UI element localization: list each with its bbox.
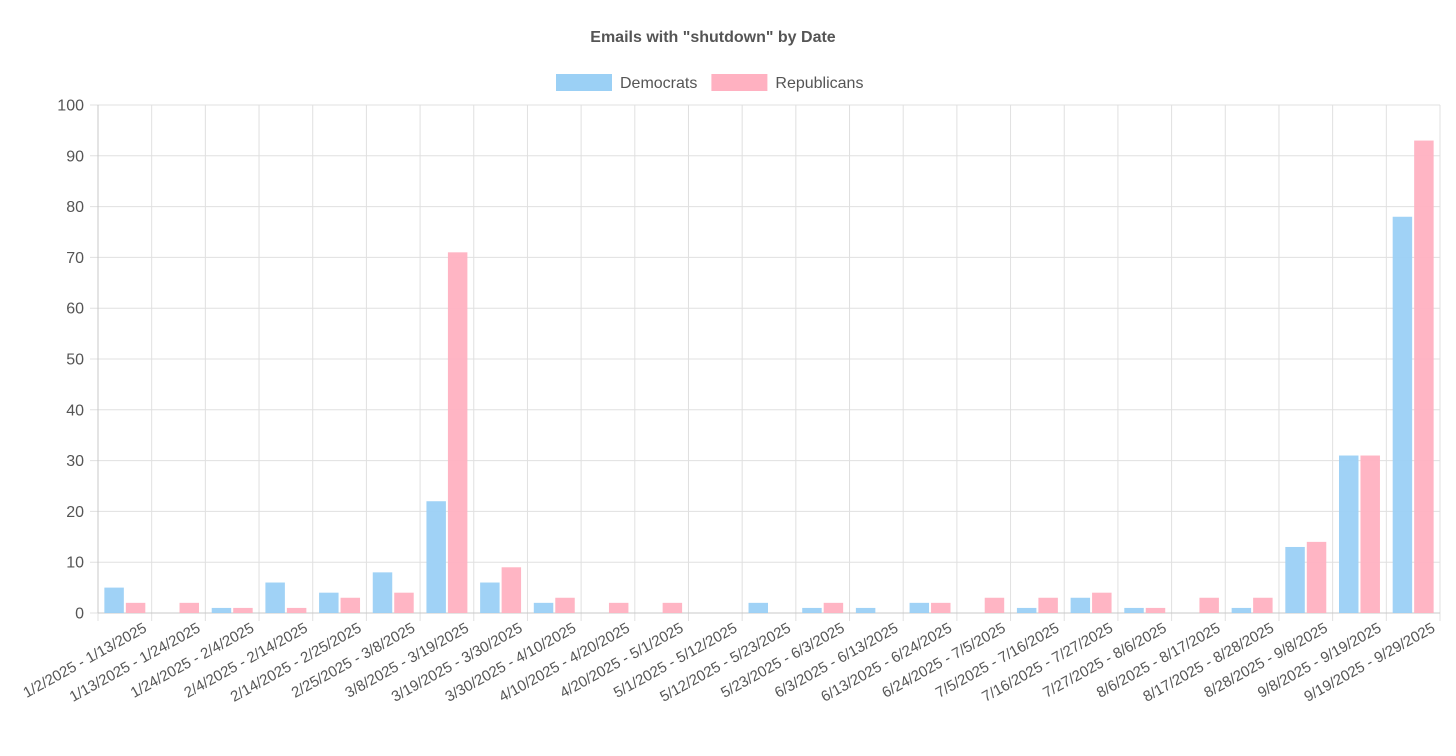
bar-democrats (426, 501, 446, 613)
bar-democrats (533, 602, 554, 613)
y-tick-label: 60 (66, 301, 84, 318)
bar-democrats (909, 602, 930, 613)
legend: Democrats Republicans (556, 74, 863, 92)
y-tick-label: 80 (66, 199, 84, 216)
bar-republicans (1145, 607, 1166, 613)
bar-democrats (1392, 216, 1413, 613)
bar-democrats (480, 582, 500, 613)
bar-republicans (1199, 597, 1219, 613)
legend-swatch-democrats (556, 74, 612, 91)
y-tick-label: 100 (57, 98, 84, 115)
legend-swatch-republicans (711, 74, 768, 91)
bar-republicans (447, 252, 468, 613)
y-tick-label: 40 (66, 402, 84, 419)
y-axis: 0 10 20 30 40 50 60 70 80 90 100 (57, 98, 1440, 623)
y-tick-label: 0 (75, 606, 84, 623)
bar-democrats (802, 607, 822, 613)
y-tick-label: 30 (66, 453, 84, 470)
bar-democrats (372, 572, 393, 613)
y-tick-label: 50 (66, 352, 84, 369)
y-tick-label: 90 (66, 148, 84, 165)
bar-republicans (823, 602, 844, 613)
bar-republicans (233, 607, 253, 613)
series-democrats (104, 216, 1413, 613)
bar-republicans (1092, 592, 1112, 613)
bar-republicans (1414, 140, 1434, 613)
bar-republicans (286, 607, 307, 613)
bar-republicans (1038, 597, 1058, 613)
gridlines (90, 104, 1441, 621)
bar-democrats (211, 607, 232, 613)
bar-democrats (1070, 597, 1091, 613)
bar-democrats (748, 602, 768, 613)
bar-republicans (1306, 541, 1327, 613)
bar-republicans (555, 597, 575, 613)
bar-republicans (340, 597, 361, 613)
bar-republicans (931, 602, 951, 613)
bar-republicans (125, 602, 146, 613)
bar-democrats (855, 607, 876, 613)
y-tick-label: 10 (66, 555, 84, 572)
bar-republicans (179, 602, 199, 613)
bar-republicans (662, 602, 683, 613)
bars (104, 140, 1434, 613)
series-republicans (125, 140, 1434, 613)
bar-republicans (984, 597, 1005, 613)
bar-republicans (1253, 597, 1273, 613)
bar-democrats (1339, 455, 1359, 613)
bar-republicans (394, 592, 414, 613)
bar-democrats (319, 592, 339, 613)
chart-title: Emails with "shutdown" by Date (590, 29, 836, 46)
bar-democrats (265, 582, 285, 613)
bar-democrats (1016, 607, 1037, 613)
bar-democrats (1285, 546, 1305, 613)
bar-republicans (1360, 455, 1380, 613)
legend-label-democrats: Democrats (620, 75, 697, 92)
bar-democrats (1231, 607, 1252, 613)
y-tick-label: 20 (66, 504, 84, 521)
bar-republicans (501, 567, 522, 613)
bar-democrats (104, 587, 124, 613)
legend-label-republicans: Republicans (775, 75, 863, 92)
bar-democrats (1124, 607, 1144, 613)
bar-republicans (608, 602, 629, 613)
y-tick-label: 70 (66, 250, 84, 267)
